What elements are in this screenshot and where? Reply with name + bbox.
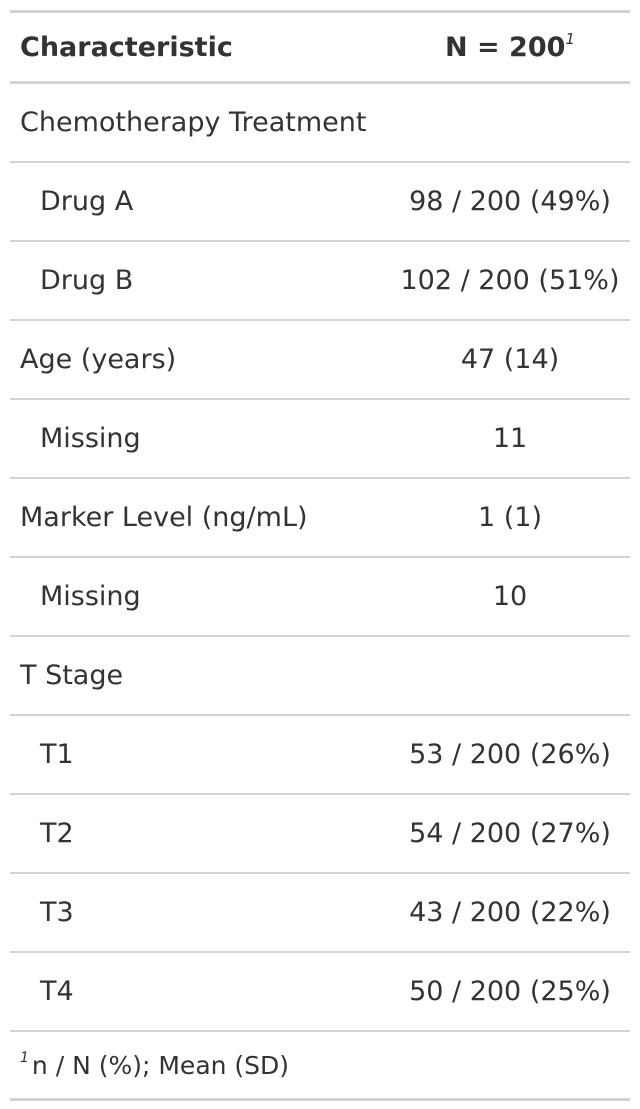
table-row-age-missing: Missing 11 (10, 399, 630, 479)
row-label: Missing (10, 399, 390, 479)
row-value: 50 / 200 (25%) (390, 952, 630, 1032)
table-row-marker-missing: Missing 10 (10, 557, 630, 637)
n-header-footnote-mark: 1 (565, 29, 575, 48)
row-label: Missing (10, 557, 390, 637)
row-value (390, 82, 630, 163)
row-value: 43 / 200 (22%) (390, 873, 630, 953)
table-row-chemotherapy-treatment: Chemotherapy Treatment (10, 82, 630, 163)
row-value: 11 (390, 399, 630, 479)
footnote-text: n / N (%); Mean (SD) (31, 1050, 290, 1080)
row-label: T2 (10, 794, 390, 874)
row-label: T3 (10, 873, 390, 953)
row-label: Drug A (10, 162, 390, 242)
table-row-drug-b: Drug B 102 / 200 (51%) (10, 241, 630, 321)
row-label: Age (years) (10, 320, 390, 400)
row-value: 47 (14) (390, 320, 630, 400)
table-row-t4: T4 50 / 200 (25%) (10, 952, 630, 1032)
row-label: Marker Level (ng/mL) (10, 478, 390, 558)
summary-table-container: Characteristic N = 2001 Chemotherapy Tre… (10, 10, 630, 1101)
row-label: Drug B (10, 241, 390, 321)
table-row-marker-level: Marker Level (ng/mL) 1 (1) (10, 478, 630, 558)
row-value: 53 / 200 (26%) (390, 715, 630, 795)
table-row-t-stage: T Stage (10, 636, 630, 716)
row-label: Chemotherapy Treatment (10, 82, 390, 163)
row-label: T Stage (10, 636, 390, 716)
row-value: 54 / 200 (27%) (390, 794, 630, 874)
row-label: T4 (10, 952, 390, 1032)
row-value: 98 / 200 (49%) (390, 162, 630, 242)
row-value (390, 636, 630, 716)
row-value: 102 / 200 (51%) (390, 241, 630, 321)
table-row-t1: T1 53 / 200 (26%) (10, 715, 630, 795)
characteristic-header: Characteristic (10, 11, 390, 84)
table-row-t2: T2 54 / 200 (27%) (10, 794, 630, 874)
n-header-label: N = 200 (445, 31, 566, 63)
table-row-age: Age (years) 47 (14) (10, 320, 630, 400)
row-value: 10 (390, 557, 630, 637)
summary-table: Characteristic N = 2001 Chemotherapy Tre… (10, 10, 630, 1101)
footnote-mark: 1 (20, 1049, 29, 1066)
table-row-t3: T3 43 / 200 (22%) (10, 873, 630, 953)
table-row-drug-a: Drug A 98 / 200 (49%) (10, 162, 630, 242)
row-value: 1 (1) (390, 478, 630, 558)
header-row: Characteristic N = 2001 (10, 11, 630, 84)
n-header: N = 2001 (390, 11, 630, 84)
row-label: T1 (10, 715, 390, 795)
